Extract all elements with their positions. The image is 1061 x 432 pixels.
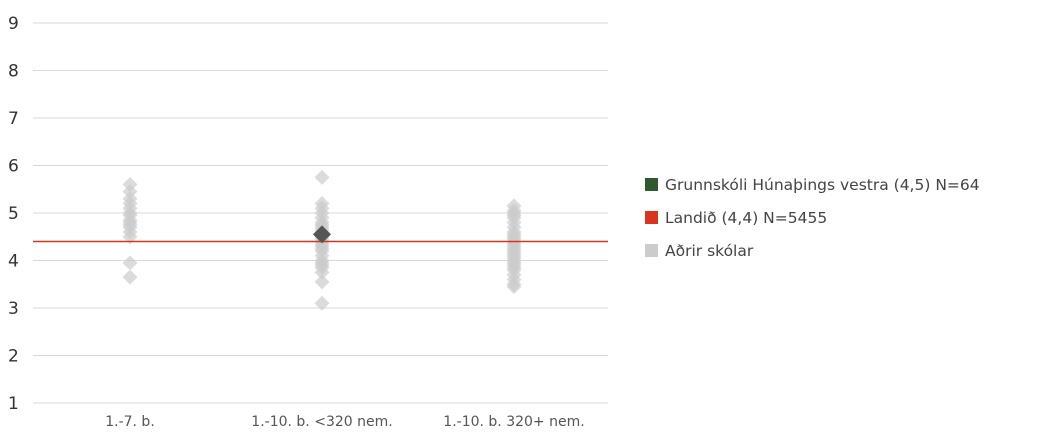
y-tick-label: 1 [8,394,19,414]
legend-label-national: Landið (4,4) N=5455 [665,209,827,227]
legend-label-others: Aðrir skólar [665,242,754,260]
y-axis-tick-labels: 1 2 3 4 5 6 7 8 9 [8,14,19,414]
other-school-point [314,274,330,290]
legend: Grunnskóli Húnaþings vestra (4,5) N=64 L… [645,176,980,260]
highlight-school-point [313,225,331,244]
y-tick-label: 9 [8,14,19,34]
y-tick-label: 3 [8,299,19,319]
y-tick-label: 5 [8,204,19,224]
x-category-label: 1.-7. b. [105,414,155,430]
other-school-point [314,169,330,185]
other-school-point [314,264,330,280]
x-category-label: 1.-10. b. 320+ nem. [443,414,584,430]
other-school-point [314,295,330,311]
other-school-point [122,255,138,271]
y-tick-label: 6 [8,157,19,177]
legend-label-highlight: Grunnskóli Húnaþings vestra (4,5) N=64 [665,176,980,194]
y-tick-label: 8 [8,62,19,82]
y-tick-label: 4 [8,252,19,272]
y-tick-label: 2 [8,347,19,367]
legend-swatch-highlight [645,178,658,191]
legend-swatch-others [645,244,658,257]
y-tick-label: 7 [8,109,19,129]
other-schools-points [122,169,522,311]
other-school-point [122,229,138,245]
x-axis-category-labels: 1.-7. b. 1.-10. b. <320 nem. 1.-10. b. 320… [105,414,584,430]
legend-swatch-national [645,211,658,224]
highlight-point [313,225,331,244]
other-school-point [506,279,522,295]
x-category-label: 1.-10. b. <320 nem. [251,414,392,430]
other-school-point [122,269,138,285]
